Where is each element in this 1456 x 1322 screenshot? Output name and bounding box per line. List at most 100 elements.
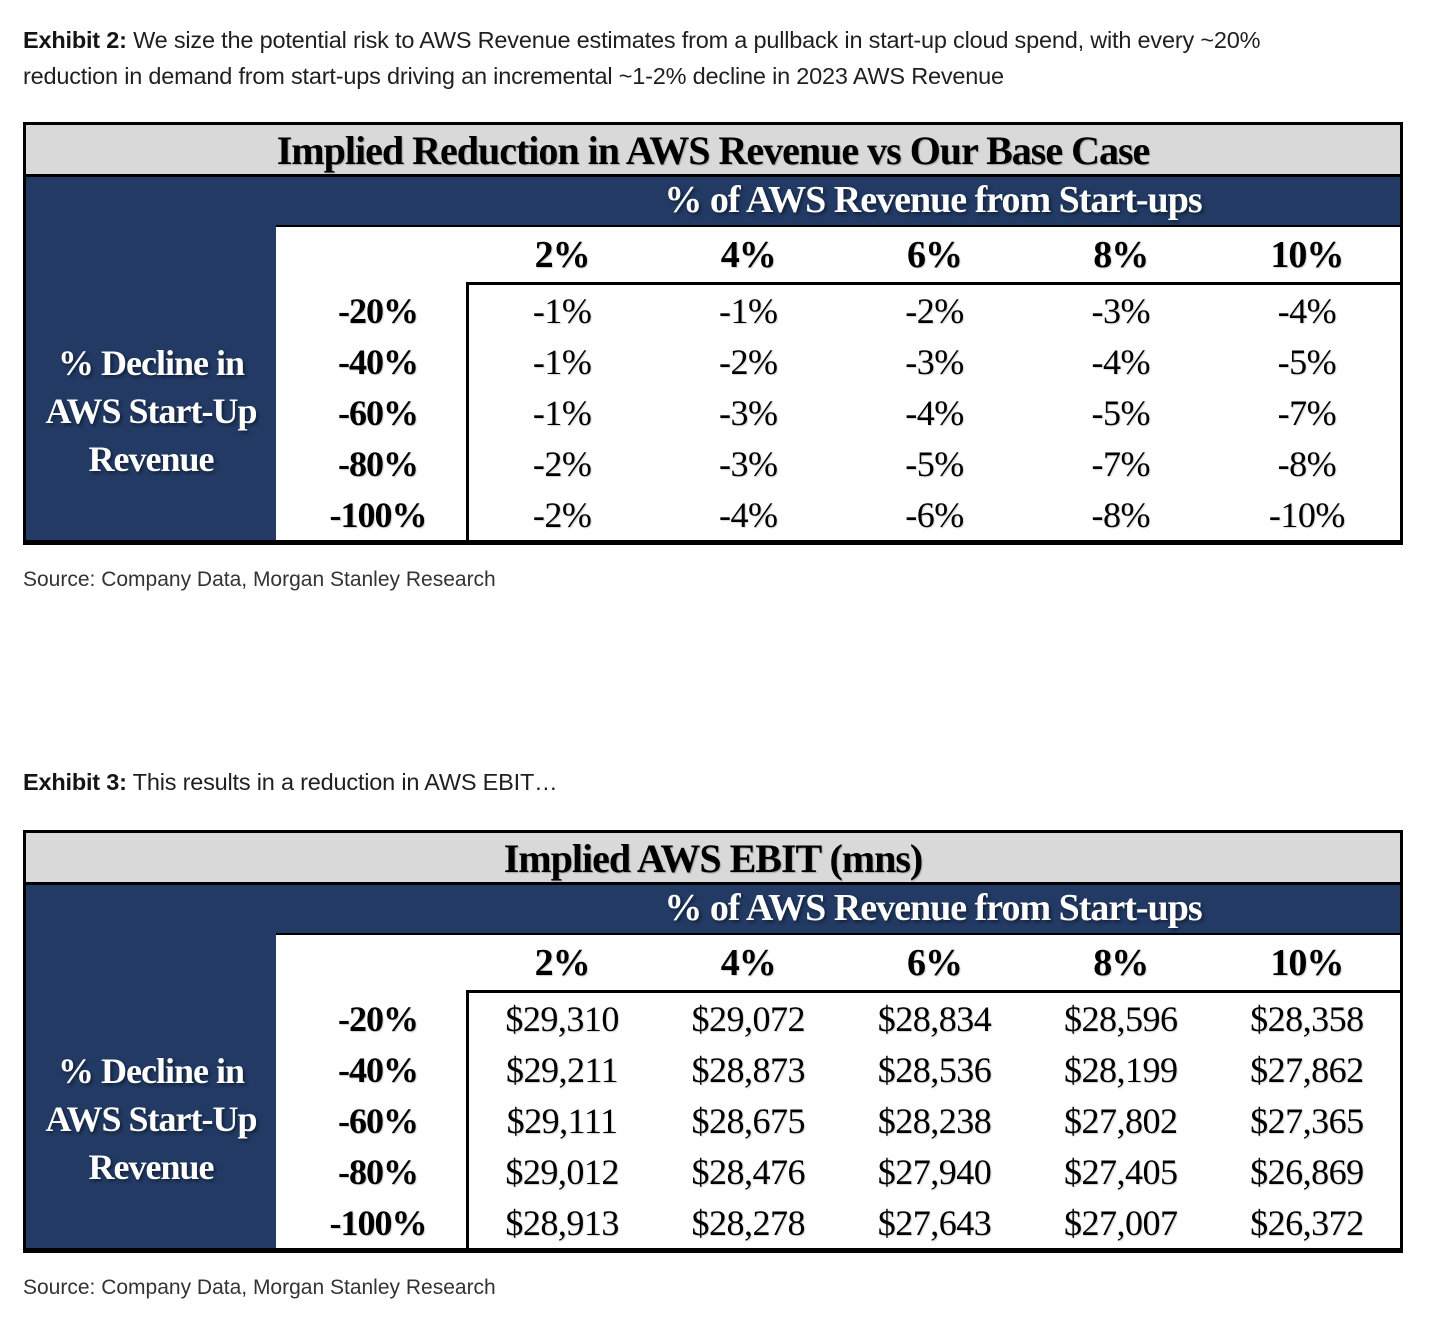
data-cell: $29,012 — [505, 1151, 619, 1192]
column-header: 8% — [1093, 233, 1149, 276]
data-cell: -4% — [1277, 290, 1337, 331]
data-cell: $28,675 — [691, 1100, 806, 1141]
data-cell: $29,072 — [691, 998, 806, 1039]
exhibit2-data-area: -20% -40% -60% -80% -100% -1% -1% -2% -3% -4% -1%… — [276, 282, 1400, 540]
data-cell: -3% — [719, 443, 778, 484]
data-cell: $26,869 — [1250, 1151, 1364, 1192]
side-label-line: Revenue — [88, 1147, 215, 1187]
data-cell: -5% — [1091, 392, 1150, 433]
column-headers-spacer — [276, 935, 466, 990]
row-header: -100% — [329, 494, 428, 535]
exhibit2-row-group-label: % Decline in AWS Start-Up Revenue — [26, 177, 276, 540]
row-header: -40% — [338, 1049, 419, 1090]
data-cell: -3% — [905, 341, 964, 382]
data-cell: -1% — [532, 341, 592, 382]
exhibit3-caption-label: Exhibit 3: — [23, 769, 127, 795]
data-cell: -2% — [905, 290, 964, 331]
data-cell: -7% — [1277, 392, 1337, 433]
data-cell: $29,310 — [505, 998, 619, 1039]
data-cell: $28,278 — [691, 1202, 806, 1243]
exhibit2-caption-line1: We size the potential risk to AWS Revenu… — [133, 27, 1261, 53]
data-cell: -1% — [532, 392, 592, 433]
data-cell: -7% — [1091, 443, 1150, 484]
side-label-line: AWS Start-Up — [45, 391, 257, 431]
column-header: 6% — [906, 941, 963, 984]
exhibit2-caption: Exhibit 2: We size the potential risk to… — [23, 22, 1447, 94]
data-cell: $26,372 — [1250, 1202, 1364, 1243]
data-cell: $27,365 — [1250, 1100, 1364, 1141]
data-cell: $28,199 — [1063, 1049, 1178, 1090]
exhibit3-column-headers-row: 2% 4% 6% 8% 10% — [276, 935, 1400, 990]
exhibit3-column-group-header: % of AWS Revenue from Start-ups — [664, 887, 1202, 929]
exhibit3-table: Implied AWS EBIT (mns) % Decline in AWS S… — [23, 830, 1403, 1253]
row-header: -100% — [329, 1202, 428, 1243]
data-cell: -2% — [532, 494, 592, 535]
exhibit3-data-grid: $29,310 $29,072 $28,834 $28,596 $28,358 $29,2… — [466, 990, 1400, 1248]
data-cell: -3% — [719, 392, 778, 433]
band-spacer — [276, 885, 466, 933]
data-cell: -1% — [532, 290, 592, 331]
exhibit3-row-headers: -20% -40% -60% -80% -100% — [276, 990, 466, 1248]
data-cell: -4% — [905, 392, 964, 433]
data-cell: -4% — [719, 494, 778, 535]
side-label-line: AWS Start-Up — [45, 1099, 257, 1139]
side-label-line: % Decline in — [58, 343, 245, 383]
side-label-line: % Decline in — [58, 1051, 245, 1091]
exhibit2-table-right-region: % of AWS Revenue from Start-ups 2% 4% 6% 8%… — [276, 177, 1400, 540]
data-cell: $27,802 — [1063, 1100, 1178, 1141]
exhibit3-source-note: Source: Company Data, Morgan Stanley Res… — [23, 1276, 496, 1299]
exhibit3-column-headers: 2% 4% 6% 8% 10% — [466, 935, 1400, 990]
exhibit2-column-group-header: % of AWS Revenue from Start-ups — [664, 179, 1202, 221]
data-cell: $29,211 — [506, 1049, 619, 1090]
row-header: -80% — [338, 1151, 419, 1192]
data-cell: $28,358 — [1250, 998, 1364, 1039]
exhibit2-row-headers: -20% -40% -60% -80% -100% — [276, 282, 466, 540]
data-cell: -8% — [1277, 443, 1337, 484]
exhibit3-data-area: -20% -40% -60% -80% -100% $29,310 $29,072 $28,… — [276, 990, 1400, 1248]
exhibit3-caption-line1: This results in a reduction in AWS EBIT… — [132, 769, 558, 795]
exhibit2-source-note: Source: Company Data, Morgan Stanley Res… — [23, 568, 496, 591]
data-cell: $27,940 — [877, 1151, 992, 1192]
data-cell: -6% — [905, 494, 964, 535]
exhibit3-table-body: % Decline in AWS Start-Up Revenue % of AWS… — [26, 885, 1400, 1248]
exhibit2-data-grid: -1% -1% -2% -3% -4% -1% -2% -3% -4% -5% -1% -3% -4% -… — [466, 282, 1400, 540]
data-cell: -3% — [1091, 290, 1150, 331]
column-header: 2% — [534, 941, 591, 984]
column-header: 4% — [720, 941, 777, 984]
exhibit3-column-group-band: % of AWS Revenue from Start-ups — [276, 885, 1400, 935]
exhibit2-table-title: Implied Reduction in AWS Revenue vs Our … — [26, 125, 1400, 177]
data-cell: $28,238 — [877, 1100, 992, 1141]
data-cell: $28,476 — [691, 1151, 806, 1192]
data-cell: -8% — [1091, 494, 1150, 535]
data-cell: $28,596 — [1063, 998, 1178, 1039]
column-header: 8% — [1093, 941, 1149, 984]
data-cell: -2% — [719, 341, 778, 382]
row-header: -60% — [338, 392, 419, 433]
exhibit2-column-headers: 2% 4% 6% 8% 10% — [466, 227, 1400, 282]
column-header: 10% — [1270, 233, 1344, 276]
exhibit3-table-right-region: % of AWS Revenue from Start-ups 2% 4% 6% 8%… — [276, 885, 1400, 1248]
data-cell: $27,405 — [1063, 1151, 1178, 1192]
data-cell: $27,862 — [1250, 1049, 1364, 1090]
column-header: 6% — [906, 233, 963, 276]
row-header: -20% — [338, 290, 419, 331]
exhibit3-table-title: Implied AWS EBIT (mns) — [26, 833, 1400, 885]
exhibit3-caption: Exhibit 3: This results in a reduction i… — [23, 764, 1447, 800]
row-header: -60% — [338, 1100, 419, 1141]
column-header: 4% — [720, 233, 777, 276]
data-cell: -4% — [1091, 341, 1150, 382]
row-header: -80% — [338, 443, 419, 484]
exhibit2-caption-line2: reduction in demand from start-ups drivi… — [23, 63, 1004, 89]
data-cell: $28,834 — [877, 998, 992, 1039]
data-cell: -10% — [1268, 494, 1345, 535]
data-cell: $27,643 — [877, 1202, 992, 1243]
exhibit2-table-body: % Decline in AWS Start-Up Revenue % of AWS… — [26, 177, 1400, 540]
side-label-line: Revenue — [88, 439, 215, 479]
data-cell: $28,913 — [505, 1202, 619, 1243]
data-cell: -2% — [532, 443, 592, 484]
data-cell: $27,007 — [1063, 1202, 1178, 1243]
exhibit2-table: Implied Reduction in AWS Revenue vs Our … — [23, 122, 1403, 545]
exhibit2-column-group-band: % of AWS Revenue from Start-ups — [276, 177, 1400, 227]
row-header: -20% — [338, 998, 419, 1039]
